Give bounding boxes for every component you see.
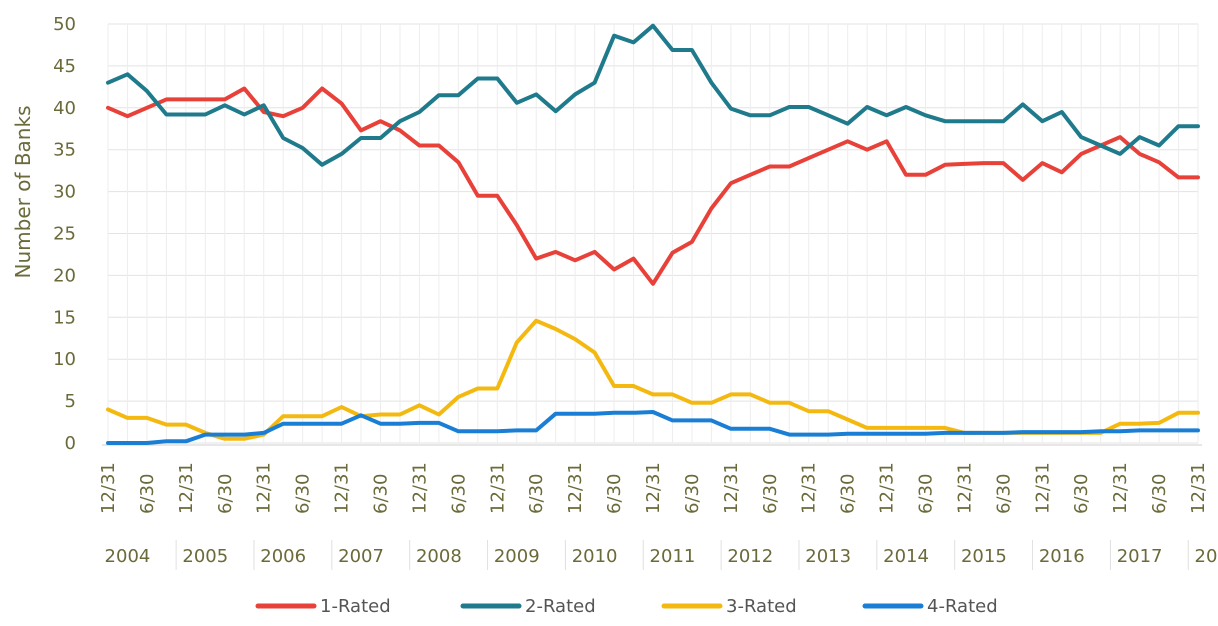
x-tick-label: 12/31 — [332, 462, 353, 514]
y-tick-label: 25 — [53, 224, 76, 245]
y-axis-label: Number of Banks — [11, 106, 35, 279]
x-tick-label: 12/31 — [98, 462, 119, 514]
x-tick-label: 12/31 — [799, 462, 820, 514]
x-tick-label: 12/31 — [1110, 462, 1131, 514]
series-line-1-rated — [106, 86, 1200, 286]
year-label: 2009 — [494, 546, 540, 567]
x-tick-label: 6/30 — [1149, 474, 1170, 514]
gridlines — [107, 23, 1199, 444]
x-tick-label: 6/30 — [916, 474, 937, 514]
y-tick-label: 30 — [53, 182, 76, 203]
y-tick-label: 45 — [53, 56, 76, 77]
x-tick-label: 12/31 — [487, 462, 508, 514]
y-tick-label: 0 — [65, 433, 76, 454]
year-label: 2016 — [1039, 546, 1085, 567]
year-label: 2013 — [805, 546, 851, 567]
x-tick-label: 6/30 — [137, 474, 158, 514]
year-label: 2017 — [1117, 546, 1163, 567]
x-tick-label: 6/30 — [371, 474, 392, 514]
x-tick-label: 12/31 — [1032, 462, 1053, 514]
x-tick-label: 6/30 — [682, 474, 703, 514]
x-tick-label: 12/31 — [954, 462, 975, 514]
x-tick-label: 12/31 — [721, 462, 742, 514]
year-label: 2018 — [1195, 546, 1218, 567]
x-tick-label: 12/31 — [1188, 462, 1209, 514]
y-tick-label: 40 — [53, 98, 76, 119]
y-tick-label: 5 — [65, 391, 76, 412]
x-tick-label: 12/31 — [409, 462, 430, 514]
x-tick-label: 6/30 — [215, 474, 236, 514]
y-tick-label: 20 — [53, 265, 76, 286]
series-lines — [106, 23, 1200, 445]
x-tick-label: 12/31 — [176, 462, 197, 514]
year-label: 2004 — [105, 546, 151, 567]
year-label: 2014 — [883, 546, 929, 567]
year-label: 2008 — [416, 546, 462, 567]
year-label: 2005 — [182, 546, 228, 567]
x-tick-label: 12/31 — [643, 462, 664, 514]
year-label: 2015 — [961, 546, 1007, 567]
year-label: 2007 — [338, 546, 384, 567]
x-tick-label: 6/30 — [448, 474, 469, 514]
legend-label-2-rated: 2-Rated — [525, 596, 596, 617]
x-tick-label: 6/30 — [993, 474, 1014, 514]
series-line-2-rated — [106, 23, 1200, 167]
year-label: 2006 — [260, 546, 306, 567]
x-tick-label: 6/30 — [293, 474, 314, 514]
x-tick-label: 6/30 — [1071, 474, 1092, 514]
x-tick-label: 6/30 — [604, 474, 625, 514]
y-tick-label: 35 — [53, 140, 76, 161]
x-tick-label: 6/30 — [838, 474, 859, 514]
x-tick-label: 6/30 — [526, 474, 547, 514]
year-label: 2010 — [572, 546, 618, 567]
axes: 0 5 10 15 20 25 30 35 40 45 50 12/31 6/30 12/31 6/30 12… — [53, 14, 1218, 570]
legend-label-3-rated: 3-Rated — [726, 596, 797, 617]
legend-label-4-rated: 4-Rated — [927, 596, 998, 617]
legend: 1-Rated 2-Rated 3-Rated 4-Rated — [255, 596, 998, 617]
y-tick-label: 50 — [53, 14, 76, 35]
x-tick-label: 6/30 — [760, 474, 781, 514]
year-label: 2011 — [650, 546, 696, 567]
series-line-4-rated — [106, 410, 1200, 445]
year-label: 2012 — [727, 546, 773, 567]
legend-label-1-rated: 1-Rated — [320, 596, 391, 617]
y-tick-label: 10 — [53, 349, 76, 370]
x-tick-label: 12/31 — [254, 462, 275, 514]
x-tick-label: 12/31 — [565, 462, 586, 514]
y-tick-label: 15 — [53, 307, 76, 328]
x-tick-label: 12/31 — [877, 462, 898, 514]
